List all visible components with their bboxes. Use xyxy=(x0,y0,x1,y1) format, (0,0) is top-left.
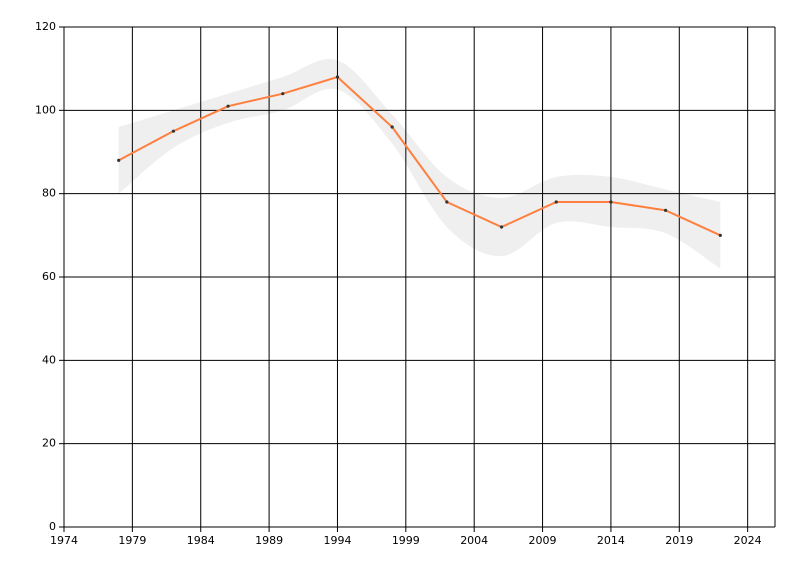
point xyxy=(226,104,230,108)
x-tick-label: 2009 xyxy=(529,534,557,547)
line-series xyxy=(118,75,721,237)
x-tick-label: 1989 xyxy=(255,534,283,547)
x-tick-label: 1999 xyxy=(392,534,420,547)
x-tick-label: 2004 xyxy=(460,534,488,547)
y-tick-label: 40 xyxy=(42,353,56,366)
point xyxy=(390,125,394,129)
x-tick-label: 1974 xyxy=(50,534,78,547)
x-tick-label: 1984 xyxy=(187,534,215,547)
x-tick-label: 2024 xyxy=(734,534,762,547)
x-tick-label: 2014 xyxy=(597,534,625,547)
point xyxy=(445,200,449,204)
x-tick-label: 2019 xyxy=(665,534,693,547)
y-tick-label: 120 xyxy=(35,20,56,33)
y-tick-label: 20 xyxy=(42,437,56,450)
point xyxy=(335,75,340,79)
point xyxy=(718,233,722,237)
y-tick-label: 0 xyxy=(49,520,56,533)
x-tick-label: 1979 xyxy=(118,534,146,547)
point xyxy=(554,200,558,204)
y-tick-label: 80 xyxy=(42,187,56,200)
point xyxy=(281,92,285,96)
point xyxy=(499,225,504,229)
point xyxy=(609,200,613,204)
point xyxy=(171,129,175,133)
point xyxy=(117,158,121,162)
y-tick-label: 100 xyxy=(35,103,56,116)
y-tick-label: 60 xyxy=(42,270,56,283)
x-tick-label: 1994 xyxy=(323,534,351,547)
point xyxy=(664,208,668,212)
